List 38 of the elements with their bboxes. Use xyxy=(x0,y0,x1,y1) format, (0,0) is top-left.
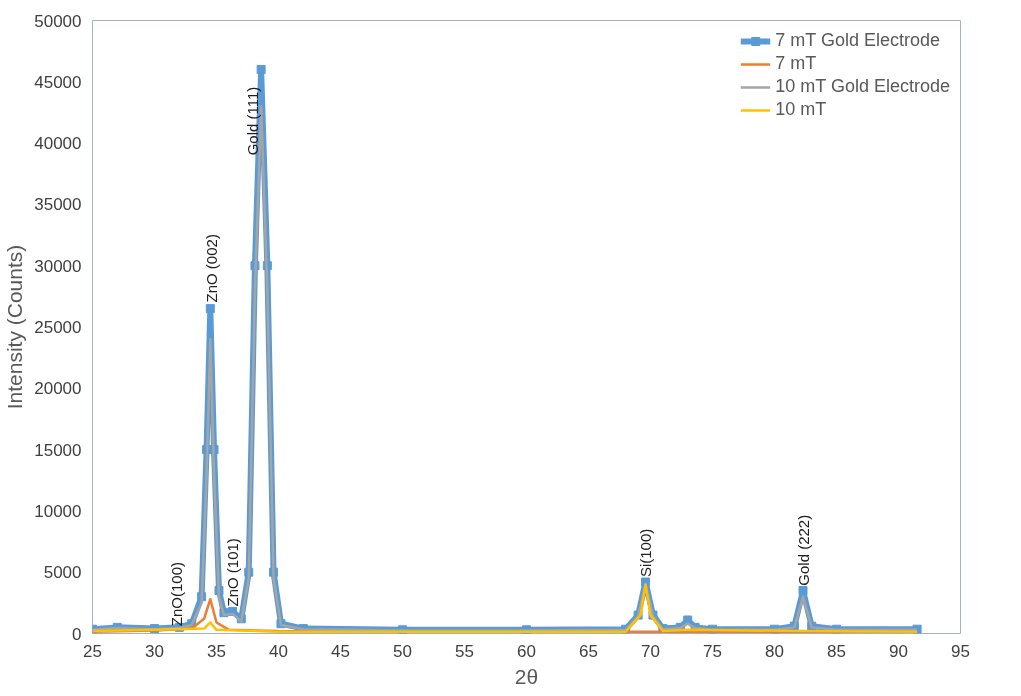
y-tick-label: 50000 xyxy=(34,11,82,31)
y-tick-label: 45000 xyxy=(34,72,82,92)
y-tick-label: 15000 xyxy=(34,440,82,460)
x-tick-label: 35 xyxy=(207,641,226,661)
y-tick-label: 40000 xyxy=(34,134,82,154)
x-tick-label: 40 xyxy=(269,641,288,661)
x-tick-label: 85 xyxy=(827,641,846,661)
x-tick-label: 70 xyxy=(641,641,660,661)
annotation: ZnO (002) xyxy=(203,234,221,303)
y-tick-label: 5000 xyxy=(43,563,82,583)
x-tick-label: 60 xyxy=(517,641,536,661)
x-tick-label: 50 xyxy=(393,641,412,661)
y-tick-label: 0 xyxy=(72,624,82,644)
x-tick-label: 75 xyxy=(703,641,722,661)
x-tick-label: 30 xyxy=(145,641,164,661)
legend-label: 10 mT Gold Electrode xyxy=(775,76,950,97)
y-axis-title: Intensity (Counts) xyxy=(3,244,27,410)
y-tick-label: 30000 xyxy=(34,256,82,276)
x-tick-label: 65 xyxy=(579,641,598,661)
x-tick-label: 90 xyxy=(889,641,908,661)
x-tick-label: 25 xyxy=(83,641,102,661)
y-tick-label: 10000 xyxy=(34,501,82,521)
annotation: Si(100) xyxy=(637,528,655,578)
x-tick-label: 45 xyxy=(331,641,350,661)
x-axis-title: 2θ xyxy=(514,664,539,688)
x-tick-label: 55 xyxy=(455,641,474,661)
x-tick-label: 95 xyxy=(951,641,970,661)
x-tick-label: 80 xyxy=(765,641,784,661)
y-tick-label: 20000 xyxy=(34,379,82,399)
annotation: ZnO (101) xyxy=(224,538,242,607)
annotation: Gold (111) xyxy=(243,86,261,156)
legend-label: 10 mT xyxy=(775,99,827,120)
y-tick-label: 35000 xyxy=(34,195,82,215)
legend-label: 7 mT xyxy=(775,53,817,74)
annotation: ZnO(100) xyxy=(168,561,186,627)
y-tick-label: 25000 xyxy=(34,318,82,337)
legend-label: 7 mT Gold Electrode xyxy=(775,30,940,51)
annotation: Gold (222) xyxy=(794,514,812,586)
